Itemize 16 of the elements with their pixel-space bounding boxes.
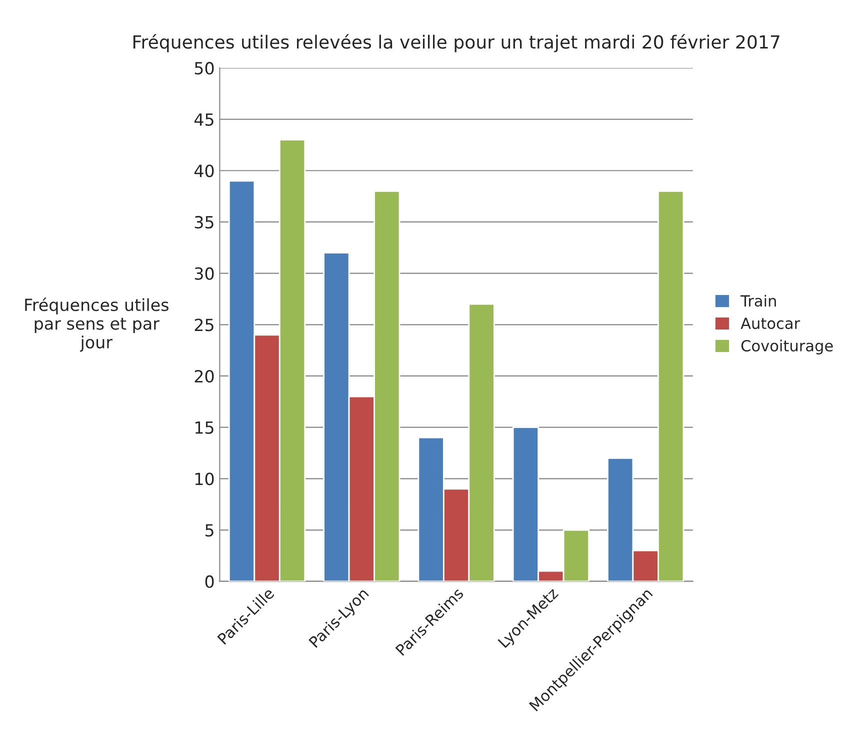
y-tick-label: 50: [194, 62, 214, 75]
y-tick-label: 45: [194, 113, 214, 126]
y-axis-title: Fréquences utiles par sens et par jour: [25, 298, 168, 352]
y-tick-label: 35: [194, 216, 214, 229]
legend-label: Covoiturage: [741, 340, 833, 354]
legend-label: Train: [740, 294, 776, 307]
y-tick-label: 15: [195, 422, 214, 434]
chart-title: Fréquences utiles relevées la veille pour un trajet mardi 20 février 2017: [133, 34, 780, 52]
y-tick-label: 0: [205, 575, 214, 588]
y-tick-label: 20: [194, 370, 214, 383]
y-tick-label: 30: [194, 267, 214, 280]
y-tick-label: 10: [195, 472, 214, 486]
legend-label: Autocar: [740, 318, 800, 330]
y-tick-label: 40: [194, 164, 214, 178]
y-tick-label: 25: [194, 318, 214, 332]
y-tick-label: 5: [206, 524, 214, 537]
